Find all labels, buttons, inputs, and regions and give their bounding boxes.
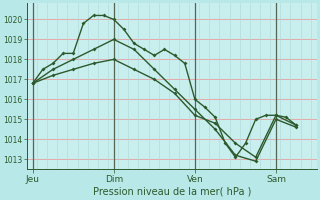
X-axis label: Pression niveau de la mer( hPa ): Pression niveau de la mer( hPa ) bbox=[92, 187, 251, 197]
